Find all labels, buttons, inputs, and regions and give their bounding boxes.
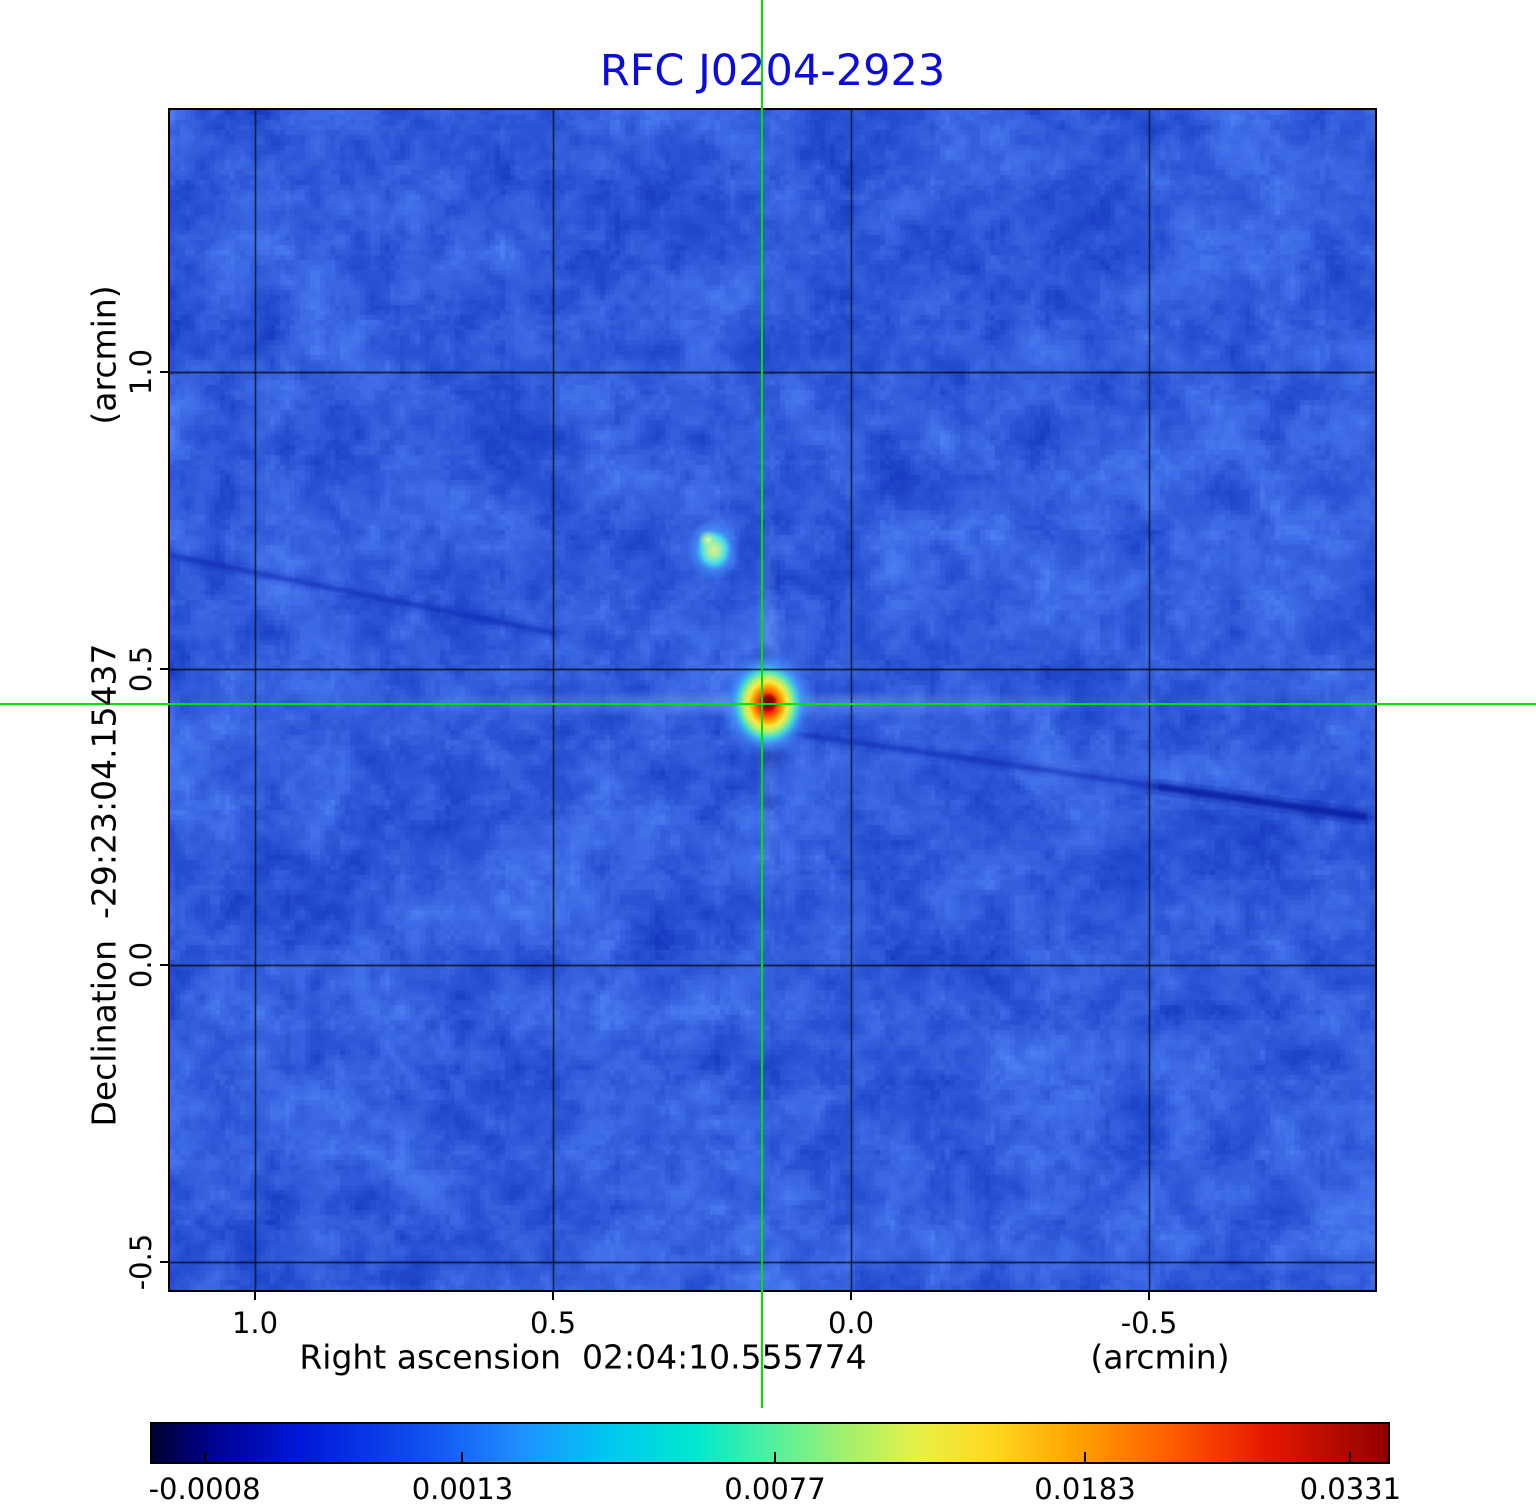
x-axis-unit-label: (arcmin) (1090, 1337, 1230, 1377)
colorbar-tick-label: 0.0183 (1034, 1472, 1136, 1506)
y-tick-label: 1.0 (124, 348, 158, 396)
y-tick-label: -0.5 (124, 1233, 158, 1290)
x-axis-label: Right ascension 02:04:10.555774 (299, 1337, 867, 1377)
x-tick-label: 0.0 (827, 1306, 875, 1340)
y-tick-label: 0.5 (124, 645, 158, 692)
y-axis-label: Declination -29:23:04.15437 (84, 643, 124, 1127)
x-tick-label: -0.5 (1120, 1306, 1178, 1340)
colorbar-tick-mark (1083, 1452, 1086, 1462)
x-tick-mark (1148, 1290, 1150, 1300)
colorbar-tick-label: 0.0331 (1299, 1472, 1402, 1506)
colorbar-tick-mark (203, 1452, 206, 1462)
y-tick-mark (160, 371, 170, 373)
y-axis-unit-label: (arcmin) (84, 285, 124, 425)
y-tick-label: 0.0 (124, 941, 158, 989)
colorbar-tick-mark (773, 1452, 776, 1462)
x-tick-label: 0.5 (529, 1306, 577, 1340)
x-tick-mark (552, 1290, 554, 1300)
heatmap-canvas (170, 110, 1375, 1290)
x-tick-mark (254, 1290, 256, 1300)
colorbar-tick-label: 0.0013 (411, 1472, 514, 1506)
y-tick-mark (160, 1260, 170, 1263)
y-tick-mark (160, 964, 170, 966)
y-tick-mark (160, 667, 170, 670)
colorbar-tick-mark (1349, 1452, 1352, 1462)
figure-title: RFC J0204-2923 (599, 46, 946, 96)
colorbar-tick-label: 0.0077 (724, 1472, 826, 1506)
x-tick-mark (850, 1290, 852, 1300)
colorbar-tick-mark (461, 1452, 464, 1462)
colorbar (150, 1422, 1390, 1464)
crosshair-horizontal-line (0, 703, 1536, 706)
x-tick-label: 1.0 (231, 1306, 279, 1340)
colorbar-tick-label: -0.0008 (148, 1472, 261, 1506)
